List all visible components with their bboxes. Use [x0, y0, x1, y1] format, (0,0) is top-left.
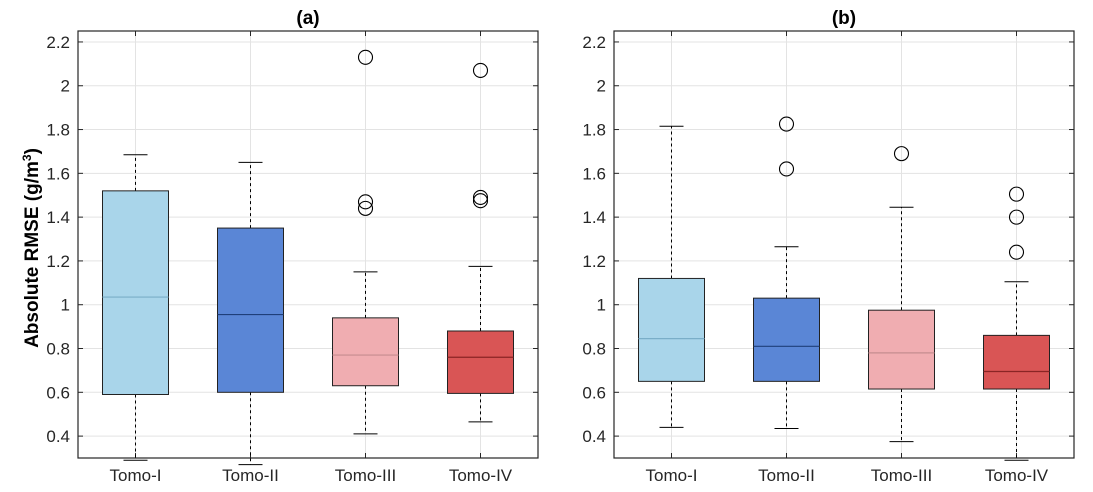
- y-tick-label: 2.2: [582, 33, 606, 52]
- box-body: [983, 334, 1050, 390]
- y-tick-label: 0.4: [46, 427, 70, 446]
- y-axis-label-main: Absolute RMSE (g/m: [22, 161, 43, 348]
- y-tick-label: 2: [597, 77, 606, 96]
- outlier-point: [472, 193, 489, 209]
- y-tick-label: 1.6: [582, 164, 606, 183]
- box-body: [332, 317, 399, 387]
- y-tick-label: 2.2: [46, 33, 70, 52]
- x-tick-label: Tomo-III: [871, 466, 932, 485]
- chart-title: (a): [296, 8, 319, 29]
- y-tick-label: 1.2: [46, 252, 70, 271]
- outlier-point: [1008, 209, 1025, 225]
- y-tick-label: 1: [61, 296, 70, 315]
- box-body: [447, 330, 514, 394]
- x-tick-label: Tomo-I: [110, 466, 162, 485]
- box-tomo-ii: [217, 161, 284, 466]
- y-tick-label: 0.8: [582, 340, 606, 359]
- outlier-point: [472, 62, 489, 78]
- chart-panel-b: 0.4 0.6 0.8 1 1.2 1.4 1.6 1.8 2 2.2 Tomo-I Tomo-II T…: [582, 8, 1075, 485]
- y-tick-label: 1.4: [582, 208, 606, 227]
- plot-area: [614, 31, 1074, 458]
- box-tomo-iii: [332, 49, 399, 435]
- y-tick-label: 0.8: [46, 340, 70, 359]
- y-axis-label-superscript: 3: [20, 154, 34, 161]
- x-tick-label: Tomo-I: [646, 466, 698, 485]
- outlier-point: [778, 116, 795, 132]
- outlier-point: [357, 194, 374, 210]
- box-body: [868, 309, 935, 390]
- x-tick-label: Tomo-II: [758, 466, 815, 485]
- box-body: [102, 190, 169, 395]
- outlier-point: [357, 200, 374, 216]
- box-body: [217, 227, 284, 393]
- y-tick-label: 1.8: [46, 121, 70, 140]
- y-tick-label: 2: [61, 77, 70, 96]
- chart-panel-a: 0.4 0.6 0.8 1 1.2 1.4 1.6 1.8 2 2.2 Tomo-I Tomo-II T…: [46, 8, 539, 485]
- box-body: [638, 277, 705, 382]
- box-tomo-i: [102, 154, 169, 461]
- outlier-point: [1008, 186, 1025, 202]
- y-tick-label: 1.4: [46, 208, 70, 227]
- y-tick-label: 1.2: [582, 252, 606, 271]
- y-axis-label: Absolute RMSE (g/m3): [20, 148, 43, 348]
- x-tick-label: Tomo-III: [335, 466, 396, 485]
- chart-title: (b): [832, 8, 856, 29]
- box-tomo-iv: [447, 62, 514, 423]
- plot-frame: [613, 30, 1075, 459]
- x-tick-label: Tomo-IV: [449, 466, 513, 485]
- y-tick-label: 0.6: [46, 383, 70, 402]
- outlier-point: [893, 146, 910, 162]
- y-tick-label: 0.6: [582, 383, 606, 402]
- outlier-point: [472, 189, 489, 205]
- x-tick-label: Tomo-IV: [985, 466, 1049, 485]
- box-tomo-i: [638, 125, 705, 428]
- box-body: [753, 297, 820, 382]
- plot-frame: [77, 30, 539, 459]
- outlier-point: [1008, 244, 1025, 260]
- box-tomo-ii: [753, 116, 820, 429]
- x-tick-label: Tomo-II: [222, 466, 279, 485]
- y-tick-label: 0.4: [582, 427, 606, 446]
- y-tick-label: 1.8: [582, 121, 606, 140]
- y-tick-label: 1: [597, 296, 606, 315]
- box-tomo-iii: [868, 146, 935, 443]
- outlier-point: [357, 49, 374, 65]
- y-tick-label: 1.6: [46, 164, 70, 183]
- y-axis-label-end: ): [22, 148, 43, 154]
- chart-panels: 0.4 0.6 0.8 1 1.2 1.4 1.6 1.8 2 2.2 Tomo-I Tomo-II T…: [46, 8, 1075, 485]
- box-tomo-iv: [983, 186, 1050, 461]
- outlier-point: [778, 161, 795, 177]
